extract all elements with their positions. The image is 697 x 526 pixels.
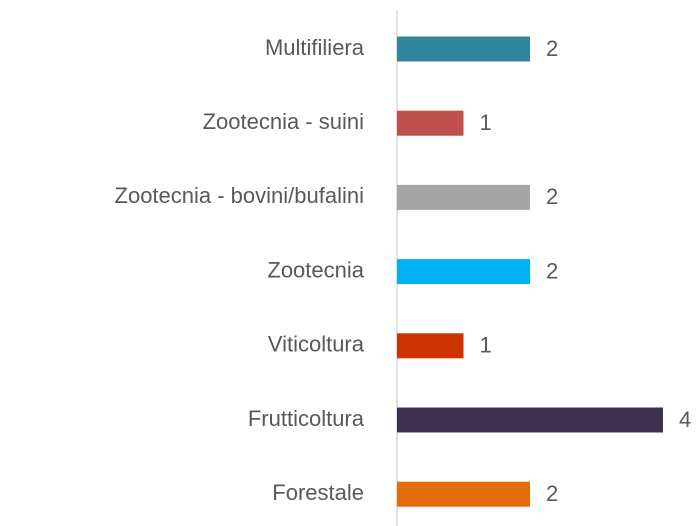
category-label: Viticoltura xyxy=(268,332,365,357)
bar xyxy=(397,110,464,136)
category-label: Zootecnia - bovini/bufalini xyxy=(115,183,364,208)
data-label: 1 xyxy=(480,110,492,135)
data-label: 2 xyxy=(546,184,558,209)
category-label: Multifiliera xyxy=(265,35,365,60)
data-label: 2 xyxy=(546,481,558,506)
bar xyxy=(397,184,530,210)
bar xyxy=(397,481,530,507)
data-label: 1 xyxy=(480,333,492,358)
bar xyxy=(397,333,464,359)
bar xyxy=(397,407,663,433)
category-label: Forestale xyxy=(272,480,364,505)
data-label: 4 xyxy=(679,407,691,432)
category-label: Frutticoltura xyxy=(248,406,365,431)
bar xyxy=(397,259,530,285)
category-label: Zootecnia - suini xyxy=(203,109,364,134)
data-label: 2 xyxy=(546,36,558,61)
category-label: Zootecnia xyxy=(267,257,364,282)
data-label: 2 xyxy=(546,258,558,283)
bar xyxy=(397,36,530,62)
